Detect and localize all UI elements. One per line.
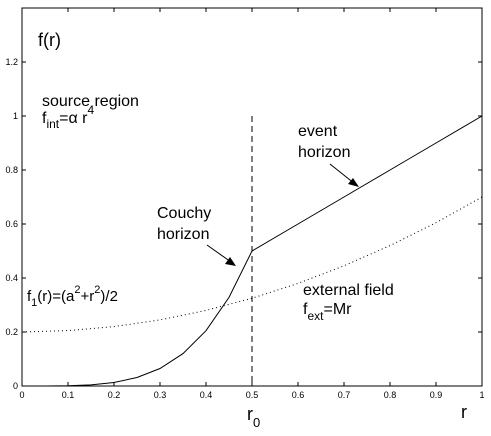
y-tick-label: 0.2 — [5, 327, 18, 337]
series-dotted-line — [21, 196, 483, 333]
r0-label: r0 — [247, 404, 260, 430]
x-tick-label: 0.8 — [384, 390, 397, 400]
external-field-label: external field — [303, 282, 394, 299]
series-solid-line — [22, 115, 483, 387]
couchy-horizon-label-2: horizon — [157, 226, 209, 243]
y-tick-label: 0.6 — [5, 219, 18, 229]
y-tick-label: 1 — [13, 111, 18, 121]
f-ext-label: fext=Mr — [303, 301, 352, 323]
x-tick-label: 0.9 — [430, 390, 443, 400]
x-tick-label: 0 — [19, 390, 24, 400]
y-axis-label: f(r) — [38, 30, 61, 50]
x-tick-label: 1 — [479, 390, 484, 400]
f-int-label: fint=α r4 — [42, 103, 95, 131]
r0-sub: 0 — [253, 415, 260, 430]
x-tick-label: 0.7 — [338, 390, 351, 400]
couchy-horizon-arrow — [206, 244, 236, 266]
source-region-label: source region — [42, 93, 139, 110]
x-tick-label: 0.6 — [292, 390, 305, 400]
y-tick-label: 0 — [13, 381, 18, 391]
r0-main: r — [247, 404, 253, 424]
x-tick-label: 0.4 — [200, 390, 213, 400]
y-tick-label: 0.8 — [5, 165, 18, 175]
x-tick-label: 0.1 — [62, 390, 75, 400]
x-tick-label: 0.5 — [246, 390, 259, 400]
event-horizon-arrow — [329, 163, 359, 187]
y-tick-label: 0.4 — [5, 273, 18, 283]
ticks: 0 0.1 0.2 0.3 0.4 0.5 0.6 0.7 0.8 0.9 1 0 0.2 0.4 0.6 0… — [5, 8, 485, 400]
couchy-horizon-label-1: Couchy — [157, 205, 211, 222]
event-horizon-label-1: event — [298, 123, 338, 140]
y-tick-label: 1.2 — [5, 57, 18, 67]
x-axis-label: r — [461, 402, 467, 422]
f1-label: f1(r)=(a2+r2)/2 — [27, 284, 118, 309]
plot-frame — [21, 7, 483, 387]
event-horizon-label-2: horizon — [298, 144, 350, 161]
x-tick-label: 0.2 — [108, 390, 121, 400]
x-tick-label: 0.3 — [154, 390, 167, 400]
series-group — [21, 115, 483, 387]
